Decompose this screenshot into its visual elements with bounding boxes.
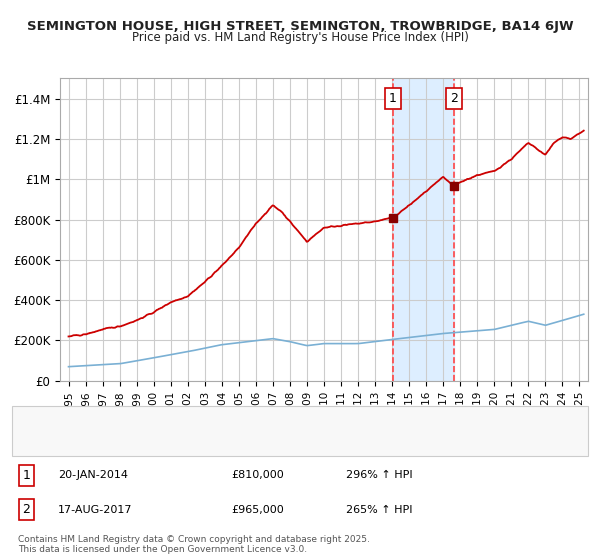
Text: 1: 1 bbox=[389, 92, 397, 105]
Text: 2: 2 bbox=[450, 92, 458, 105]
Text: 20-JAN-2014: 20-JAN-2014 bbox=[58, 470, 128, 480]
Text: 17-AUG-2017: 17-AUG-2017 bbox=[58, 505, 133, 515]
Text: £810,000: £810,000 bbox=[231, 470, 284, 480]
Text: 1: 1 bbox=[22, 469, 31, 482]
Text: 2: 2 bbox=[22, 503, 31, 516]
Text: Contains HM Land Registry data © Crown copyright and database right 2025.
This d: Contains HM Land Registry data © Crown c… bbox=[18, 535, 370, 554]
Text: £965,000: £965,000 bbox=[231, 505, 284, 515]
Text: Price paid vs. HM Land Registry's House Price Index (HPI): Price paid vs. HM Land Registry's House … bbox=[131, 31, 469, 44]
Text: SEMINGTON HOUSE, HIGH STREET, SEMINGTON, TROWBRIDGE, BA14 6JW: SEMINGTON HOUSE, HIGH STREET, SEMINGTON,… bbox=[26, 20, 574, 32]
Text: 296% ↑ HPI: 296% ↑ HPI bbox=[346, 470, 413, 480]
Text: 265% ↑ HPI: 265% ↑ HPI bbox=[346, 505, 413, 515]
Bar bbox=[393, 78, 454, 381]
Text: SEMINGTON HOUSE, HIGH STREET, SEMINGTON, TROWBRIDGE, BA14 6JW (semi-detached hou: SEMINGTON HOUSE, HIGH STREET, SEMINGTON,… bbox=[70, 415, 532, 425]
Text: HPI: Average price, semi-detached house, Wiltshire: HPI: Average price, semi-detached house,… bbox=[70, 439, 320, 449]
